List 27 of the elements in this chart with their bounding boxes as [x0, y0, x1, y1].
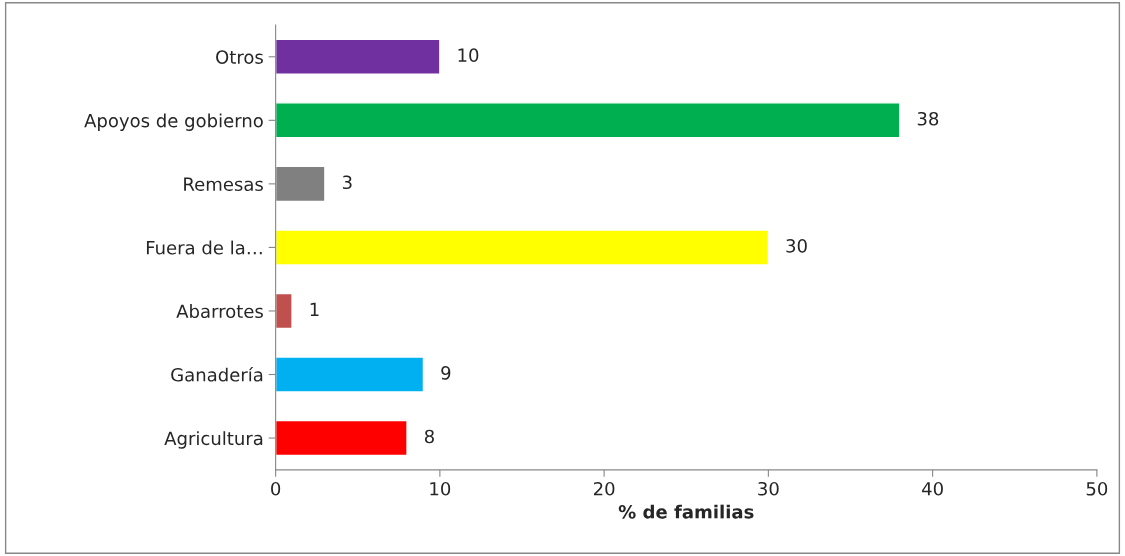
- y-tick-label: Abarrotes: [176, 304, 263, 319]
- x-tick-label: 20: [593, 481, 615, 496]
- bar: [275, 229, 770, 266]
- bar: [275, 356, 425, 393]
- y-tick-label: Fuera de la…: [146, 240, 262, 255]
- y-tick-label: Agricultura: [164, 431, 263, 449]
- data-label: 10: [458, 48, 479, 63]
- x-tick-label: 0: [271, 481, 281, 496]
- data-label: 1: [310, 302, 319, 316]
- data-label: 38: [917, 111, 939, 126]
- data-label: 9: [441, 366, 451, 380]
- x-tick-label: 30: [758, 481, 779, 496]
- x-tick-label: 10: [430, 481, 451, 496]
- x-tick-label: 50: [1086, 481, 1108, 496]
- bar: [275, 292, 293, 330]
- bar: [275, 102, 901, 139]
- y-tick-label: Ganadería: [171, 366, 263, 382]
- y-tick-label: Otros: [216, 50, 263, 64]
- bar: [275, 419, 408, 457]
- data-label: 8: [424, 429, 434, 444]
- bar: [275, 38, 441, 75]
- data-label: 3: [342, 175, 352, 190]
- x-tick-label: 40: [922, 481, 943, 496]
- data-label: 30: [786, 239, 807, 253]
- y-tick-label: Apoyos de gobierno: [84, 113, 263, 131]
- y-tick-label: Remesas: [184, 177, 263, 191]
- x-axis-title: % de familias: [618, 504, 754, 519]
